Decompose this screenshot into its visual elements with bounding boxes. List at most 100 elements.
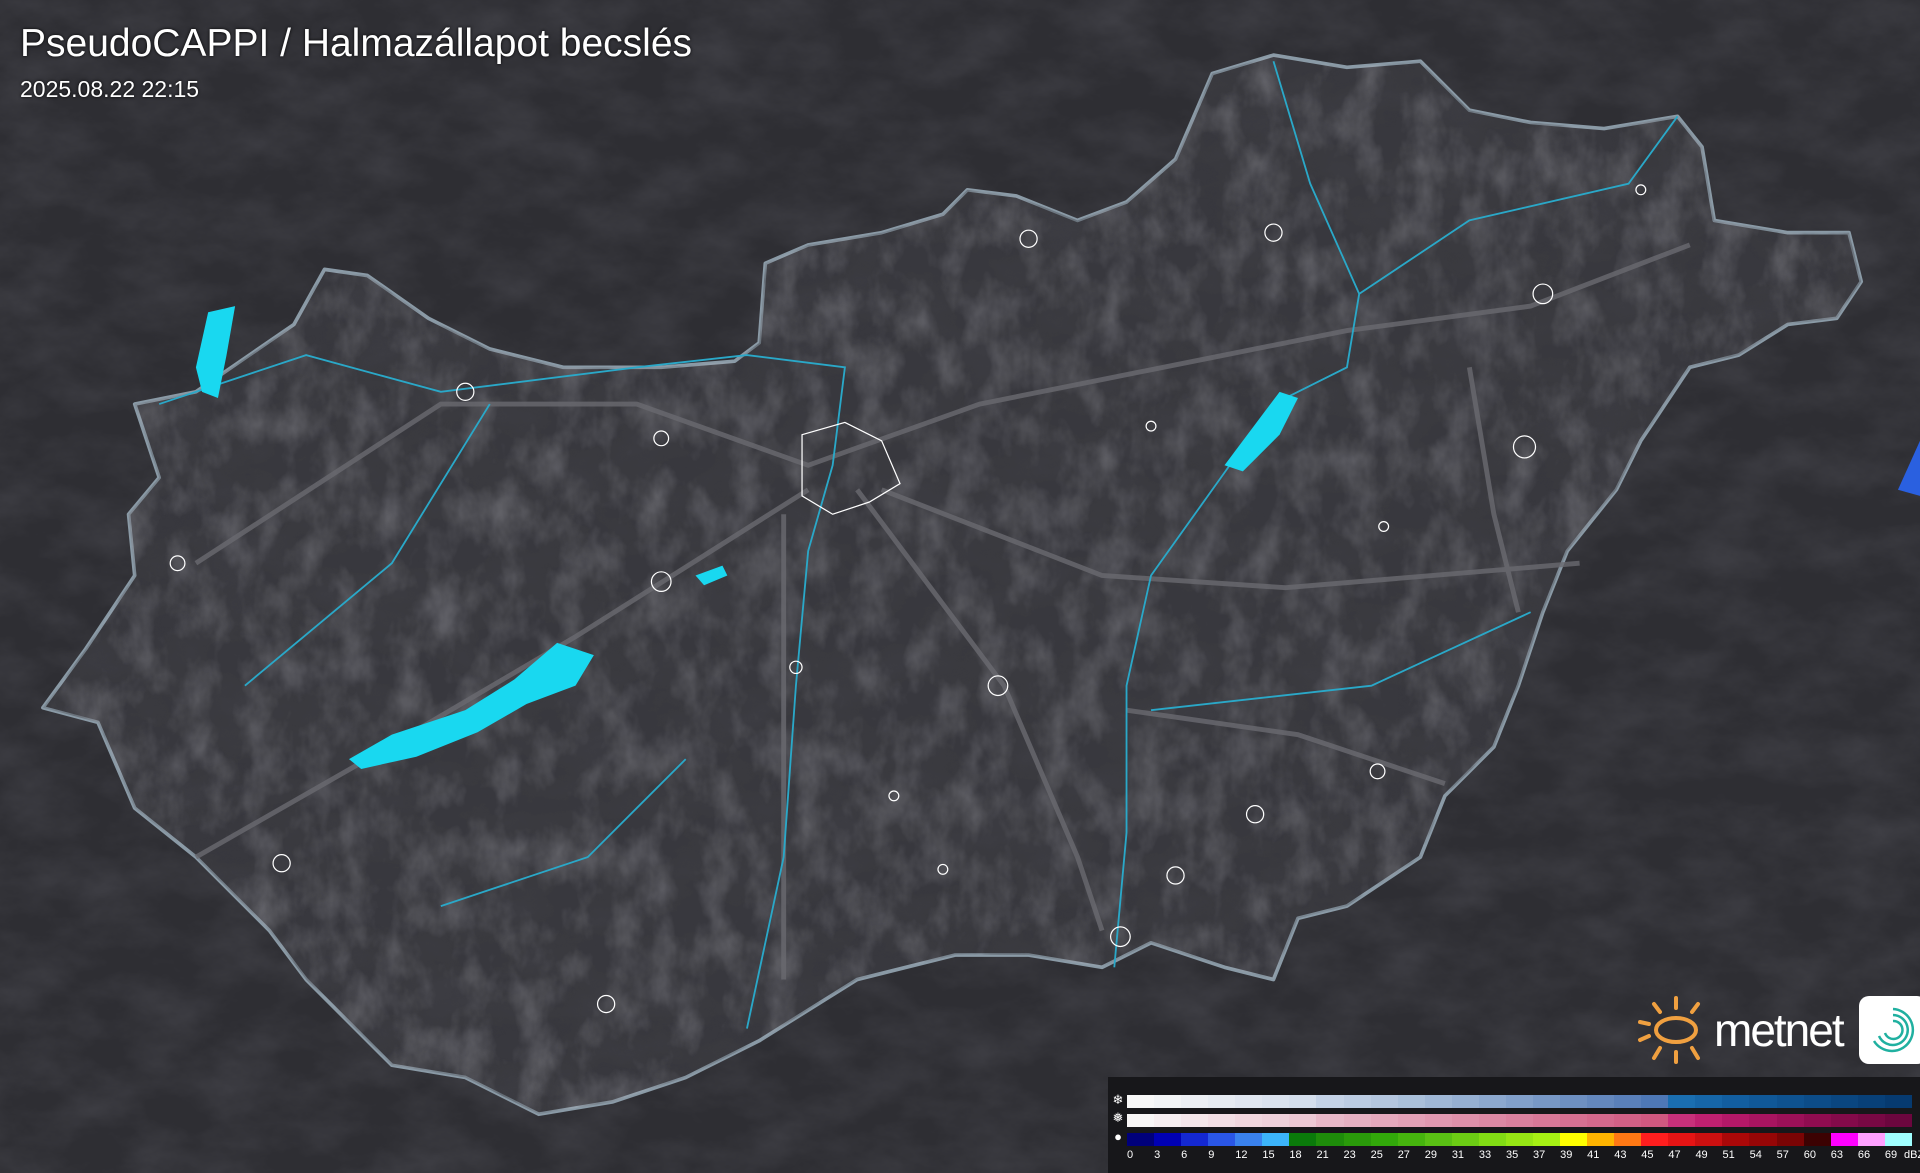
legend-swatch [1397, 1133, 1425, 1146]
legend-swatch [1830, 1133, 1858, 1146]
legend-swatch [1370, 1133, 1398, 1146]
legend-swatch [1749, 1133, 1777, 1146]
legend-swatch [1695, 1114, 1723, 1127]
legend-tick-label: 41 [1587, 1149, 1600, 1161]
legend-swatch [1614, 1114, 1642, 1127]
lake-balaton [348, 642, 594, 769]
legend-swatch [1532, 1114, 1560, 1127]
legend-swatch [1560, 1133, 1588, 1146]
legend: ❄ ❅ ● 0 3 6 9 12 15 18 21 23 25 27 29 31 33 35 37 39 41 43… [1108, 1077, 1920, 1173]
legend-swatch [1532, 1133, 1560, 1146]
legend-swatch [1776, 1114, 1804, 1127]
legend-swatch [1154, 1114, 1182, 1127]
legend-tick-label: 15 [1262, 1149, 1275, 1161]
legend-swatch [1884, 1133, 1912, 1146]
legend-swatch [1803, 1095, 1831, 1108]
legend-swatch [1397, 1095, 1425, 1108]
legend-swatch [1235, 1133, 1263, 1146]
legend-tick-label: 39 [1560, 1149, 1573, 1161]
legend-swatch [1857, 1133, 1885, 1146]
legend-swatch [1289, 1133, 1317, 1146]
legend-swatch [1451, 1133, 1479, 1146]
legend-swatch [1154, 1095, 1182, 1108]
page-title: PseudoCAPPI / Halmazállapot becslés [20, 22, 693, 65]
legend-swatch [1316, 1133, 1344, 1146]
legend-swatch [1614, 1095, 1642, 1108]
legend-tick-label: 54 [1749, 1149, 1762, 1161]
legend-swatch [1181, 1133, 1209, 1146]
legend-swatch [1235, 1114, 1263, 1127]
legend-swatch [1668, 1095, 1696, 1108]
legend-rain-bar [1127, 1133, 1912, 1146]
legend-tick-label: 43 [1614, 1149, 1627, 1161]
legend-swatch [1451, 1114, 1479, 1127]
legend-swatch [1478, 1095, 1506, 1108]
legend-tick-label: 63 [1830, 1149, 1844, 1161]
legend-tick-label: 69 [1884, 1149, 1898, 1161]
legend-swatch [1668, 1133, 1696, 1146]
legend-swatch [1343, 1114, 1371, 1127]
roads [194, 242, 1691, 980]
legend-swatch [1289, 1095, 1317, 1108]
legend-swatch [1424, 1114, 1452, 1127]
legend-tick-label: 23 [1343, 1149, 1356, 1161]
legend-tick-label: 57 [1776, 1149, 1789, 1161]
lakes [195, 306, 1920, 769]
lake-neusiedl [195, 306, 236, 398]
legend-swatch [1587, 1095, 1615, 1108]
timestamp: 2025.08.22 22:15 [20, 76, 200, 102]
legend-swatch [1749, 1114, 1777, 1127]
legend-tick-label: 31 [1451, 1149, 1465, 1161]
legend-swatch [1532, 1095, 1560, 1108]
legend-tick-label: 12 [1235, 1149, 1248, 1161]
legend-swatch [1884, 1114, 1912, 1127]
legend-tick-label: 45 [1641, 1149, 1654, 1161]
legend-tick-label: 33 [1478, 1149, 1492, 1161]
legend-swatch [1127, 1133, 1155, 1146]
legend-swatch [1722, 1095, 1750, 1108]
legend-swatch [1208, 1095, 1236, 1108]
legend-swatch [1262, 1095, 1290, 1108]
legend-tick-label: 18 [1289, 1149, 1302, 1161]
legend-tick-label: 35 [1505, 1149, 1519, 1161]
radar-echo [1897, 440, 1920, 496]
legend-unit: dBZ [1904, 1149, 1920, 1161]
legend-swatch [1695, 1133, 1723, 1146]
legend-swatch [1478, 1133, 1506, 1146]
legend-swatch [1803, 1133, 1831, 1146]
legend-swatch [1370, 1095, 1398, 1108]
legend-swatch [1776, 1095, 1804, 1108]
settlements [169, 184, 1647, 1014]
legend-swatch [1424, 1133, 1452, 1146]
lake-tisza [1224, 391, 1298, 472]
legend-ticks: 0 3 6 9 12 15 18 21 23 25 27 29 31 33 35 37 39 41 43 45 47 49… [1124, 1149, 1920, 1165]
legend-swatch [1641, 1114, 1669, 1127]
sun-logo-icon [1638, 996, 1700, 1064]
legend-swatch [1695, 1095, 1723, 1108]
legend-tick-label: 0 [1127, 1149, 1134, 1161]
legend-swatch [1505, 1114, 1533, 1127]
legend-tick-label: 25 [1370, 1149, 1383, 1161]
legend-tick-label: 66 [1857, 1149, 1871, 1161]
legend-tick-label: 27 [1397, 1149, 1410, 1161]
legend-swatch [1884, 1095, 1912, 1108]
legend-tick-label: 3 [1154, 1149, 1161, 1161]
legend-swatch [1262, 1114, 1290, 1127]
legend-tick-label: 29 [1424, 1149, 1437, 1161]
legend-swatch [1127, 1095, 1155, 1108]
legend-tick-label: 21 [1316, 1149, 1329, 1161]
legend-swatch [1181, 1095, 1209, 1108]
legend-swatch [1722, 1114, 1750, 1127]
legend-swatch [1208, 1114, 1236, 1127]
legend-swatch [1722, 1133, 1750, 1146]
legend-tick-label: 49 [1695, 1149, 1708, 1161]
metnet-logo: metnet [1636, 992, 1920, 1068]
legend-swatch [1505, 1133, 1533, 1146]
legend-swatch [1451, 1095, 1479, 1108]
app-logo-icon [1858, 996, 1920, 1064]
legend-tick-label: 47 [1668, 1149, 1681, 1161]
legend-swatch [1614, 1133, 1642, 1146]
legend-tick-label: 60 [1803, 1149, 1816, 1161]
legend-swatch [1830, 1114, 1858, 1127]
